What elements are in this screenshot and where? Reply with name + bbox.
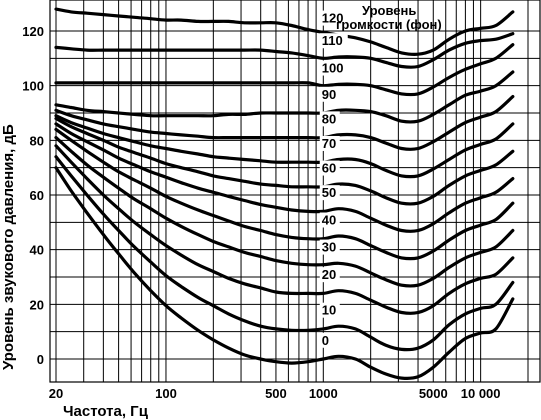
legend-title-line-2: громкости (фон) bbox=[336, 17, 442, 32]
legend-title-line-1: Уровень bbox=[362, 3, 416, 18]
contour-label-bg bbox=[319, 239, 340, 255]
y-tick-label: 80 bbox=[30, 133, 44, 148]
contour-label-80: 80 bbox=[322, 111, 336, 126]
contour-label-bg bbox=[319, 267, 340, 283]
contour-110-phon bbox=[54, 32, 515, 69]
x-tick-label: 10 000 bbox=[461, 386, 501, 401]
contour-label-70: 70 bbox=[322, 136, 336, 151]
contour-labels: 0 10 20 30 40 50 60 70 80 90 100 110 120 bbox=[319, 10, 348, 348]
contour-label-bg bbox=[319, 302, 340, 318]
contour-label-90: 90 bbox=[322, 87, 336, 102]
contour-label-bg bbox=[319, 111, 340, 127]
contour-30-phon bbox=[54, 136, 515, 288]
x-tick-label: 100 bbox=[155, 386, 177, 401]
contour-0-phon bbox=[54, 166, 515, 380]
contour-20-phon bbox=[54, 144, 515, 315]
contour-label-bg bbox=[319, 332, 332, 348]
y-tick-label: 20 bbox=[30, 297, 44, 312]
plot-frame bbox=[49, 0, 541, 383]
contour-label-20: 20 bbox=[322, 267, 336, 282]
contour-label-bg bbox=[319, 86, 340, 102]
contour-50-phon bbox=[54, 122, 515, 233]
contour-label-bg bbox=[319, 60, 348, 76]
y-tick-label: 100 bbox=[22, 79, 44, 94]
contour-120-phon bbox=[54, 7, 515, 56]
contour-label-10: 10 bbox=[322, 303, 336, 318]
y-tick-label: 40 bbox=[30, 243, 44, 258]
contour-label-bg bbox=[319, 185, 340, 201]
y-tick-label: 120 bbox=[22, 24, 44, 39]
contour-label-bg bbox=[319, 212, 340, 228]
contour-60-phon bbox=[54, 116, 515, 206]
contour-70-phon bbox=[54, 114, 515, 179]
y-tick-label: 0 bbox=[37, 352, 44, 367]
x-tick-label: 500 bbox=[265, 386, 287, 401]
contour-80-phon bbox=[54, 95, 515, 151]
contour-label-100: 100 bbox=[322, 61, 344, 76]
contour-40-phon bbox=[54, 127, 515, 261]
y-tick-label: 60 bbox=[30, 188, 44, 203]
contour-label-30: 30 bbox=[322, 240, 336, 255]
contour-100-phon bbox=[54, 43, 515, 97]
contour-label-120: 120 bbox=[322, 11, 344, 26]
contour-label-0: 0 bbox=[322, 333, 329, 348]
contour-label-bg bbox=[319, 10, 348, 26]
contour-label-bg bbox=[319, 160, 340, 176]
x-tick-label: 1000 bbox=[309, 386, 338, 401]
contour-90-phon bbox=[54, 70, 515, 124]
contour-label-bg bbox=[319, 135, 340, 151]
x-tick-label: 20 bbox=[49, 386, 63, 401]
x-tick-label: 5000 bbox=[419, 386, 448, 401]
contours bbox=[54, 7, 515, 380]
y-axis-title: Уровень звукового давления, дБ bbox=[0, 124, 17, 370]
contour-label-50: 50 bbox=[322, 185, 336, 200]
contour-label-110: 110 bbox=[322, 33, 343, 48]
grid bbox=[50, 0, 540, 382]
contour-label-60: 60 bbox=[322, 161, 336, 176]
contour-label-bg bbox=[319, 33, 348, 49]
contour-label-40: 40 bbox=[322, 213, 336, 228]
contour-10-phon bbox=[54, 155, 515, 352]
x-axis-title: Частота, Гц bbox=[63, 403, 149, 420]
